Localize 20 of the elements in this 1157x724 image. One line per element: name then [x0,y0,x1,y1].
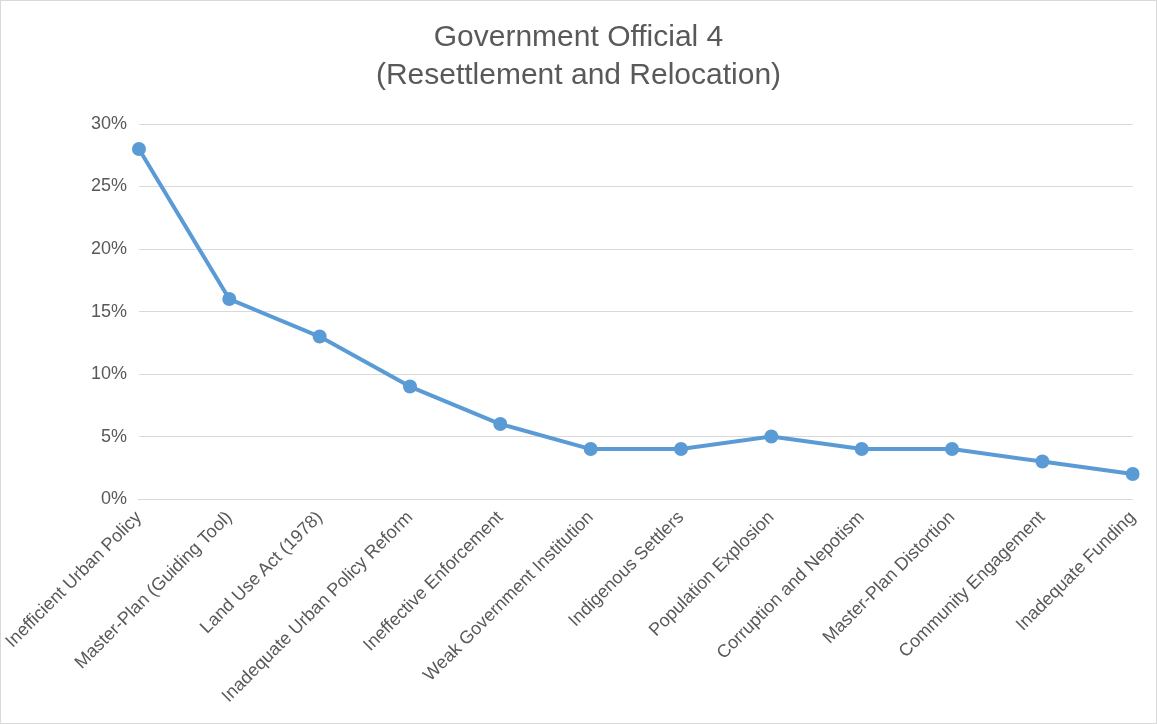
y-tick-label: 25% [90,175,127,196]
point [764,429,779,444]
point [493,417,508,432]
y-tick-label: 10% [90,363,127,384]
point [854,442,869,457]
y-tick-label: 0% [100,488,127,509]
point [945,442,960,457]
point [1125,467,1140,482]
point [674,442,689,457]
y-tick-label: 5% [100,425,127,446]
point [1035,454,1050,469]
y-tick-label: 20% [90,237,127,258]
point [402,379,417,394]
point [131,142,146,157]
y-tick-label: 30% [90,112,127,133]
point [583,442,598,457]
y-tick-label: 15% [90,300,127,321]
point [312,329,327,344]
chart-title: Government Official 4 (Resettlement and Relocation) [375,19,782,90]
point [222,292,237,307]
